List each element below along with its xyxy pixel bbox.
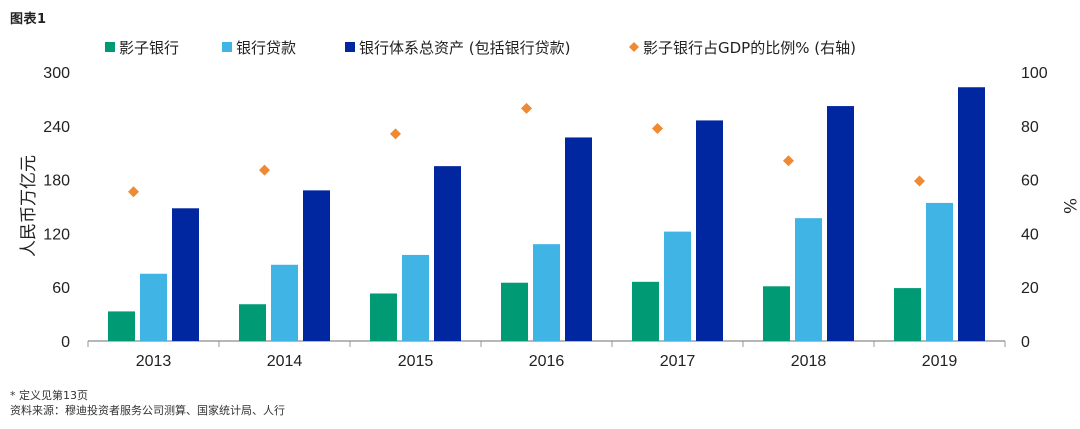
bar-bank-loans	[271, 264, 298, 341]
x-tick-label: 2017	[660, 353, 696, 370]
legend-swatch	[345, 42, 355, 52]
legend-swatch	[105, 42, 115, 52]
y-right-tick-label: 100	[1021, 65, 1048, 82]
y-right-tick-label: 40	[1021, 226, 1039, 243]
ratio-marker	[783, 155, 794, 167]
x-tick-label: 2013	[136, 353, 172, 370]
legend-item: 影子银行占GDP的比例% (右轴)	[629, 39, 856, 57]
x-tick-label: 2018	[791, 353, 827, 370]
bar-bank-assets	[696, 120, 723, 341]
bar-shadow-bank	[239, 304, 266, 341]
y-left-axis-title: 人民币万亿元	[19, 155, 39, 257]
figure-label: 图表1	[10, 12, 47, 27]
x-tick-label: 2015	[398, 353, 434, 370]
bar-shadow-bank	[894, 288, 921, 341]
legend: 影子银行 银行贷款 银行体系总资产 (包括银行贷款) 影子银行占GDP的比例% (右轴…	[105, 39, 856, 57]
x-tick-label: 2016	[529, 353, 565, 370]
legend-label: 影子银行	[119, 39, 179, 57]
footnote-block: * 定义见第13页 资料来源：穆迪投资者服务公司测算、国家统计局、人行	[10, 388, 285, 418]
chart: 影子银行 银行贷款 银行体系总资产 (包括银行贷款) 影子银行占GDP的比例% (右轴…	[19, 39, 1079, 370]
y-left-tick-label: 300	[43, 65, 70, 82]
bar-bank-assets	[303, 190, 330, 341]
bar-bank-loans	[795, 218, 822, 341]
legend-label: 银行体系总资产 (包括银行贷款)	[359, 39, 570, 57]
y-left-tick-label: 60	[52, 280, 70, 297]
bar-bank-assets	[172, 208, 199, 341]
y-left-tick-label: 0	[61, 334, 70, 351]
bar-bank-loans	[664, 231, 691, 341]
bar-bank-loans	[533, 244, 560, 341]
legend-item: 银行体系总资产 (包括银行贷款)	[345, 39, 570, 57]
y-left-tick-label: 240	[43, 119, 70, 136]
legend-label: 影子银行占GDP的比例% (右轴)	[643, 39, 856, 57]
axes: 0 60 120 180 240 300 0 20 40 60 80 100 人民币万亿元 % 2013 20…	[19, 65, 1079, 370]
legend-item: 影子银行	[105, 39, 179, 57]
ratio-marker	[652, 122, 663, 134]
x-tick-label: 2019	[922, 353, 958, 370]
ratio-marker	[521, 102, 532, 114]
bar-bank-loans	[926, 202, 953, 341]
bar-bank-assets	[565, 137, 592, 341]
ratio-markers	[128, 102, 925, 198]
y-right-tick-label: 60	[1021, 173, 1039, 190]
legend-swatch	[222, 42, 232, 52]
y-right-tick-label: 20	[1021, 280, 1039, 297]
x-tick-label: 2014	[267, 353, 303, 370]
y-left-tick-label: 180	[43, 173, 70, 190]
bar-shadow-bank	[108, 311, 135, 341]
bar-shadow-bank	[763, 286, 790, 341]
bar-bank-loans	[140, 273, 167, 341]
ratio-marker	[128, 186, 139, 198]
bars	[108, 87, 985, 341]
y-right-tick-label: 80	[1021, 119, 1039, 136]
bar-bank-assets	[434, 166, 461, 341]
legend-item: 银行贷款	[222, 39, 296, 57]
ratio-marker	[259, 164, 270, 176]
bar-shadow-bank	[370, 293, 397, 341]
legend-swatch	[629, 42, 639, 52]
definition-note: * 定义见第13页	[10, 389, 88, 402]
bar-shadow-bank	[632, 281, 659, 341]
bar-shadow-bank	[501, 282, 528, 341]
bar-bank-assets	[958, 87, 985, 341]
y-right-axis-title: %	[1059, 198, 1079, 214]
y-right-tick-label: 0	[1021, 334, 1030, 351]
source-note: 资料来源：穆迪投资者服务公司测算、国家统计局、人行	[10, 404, 285, 417]
legend-label: 银行贷款	[236, 39, 296, 57]
ratio-marker	[914, 175, 925, 187]
bar-bank-assets	[827, 106, 854, 341]
bar-bank-loans	[402, 254, 429, 341]
y-left-tick-label: 120	[43, 226, 70, 243]
ratio-marker	[390, 128, 401, 140]
